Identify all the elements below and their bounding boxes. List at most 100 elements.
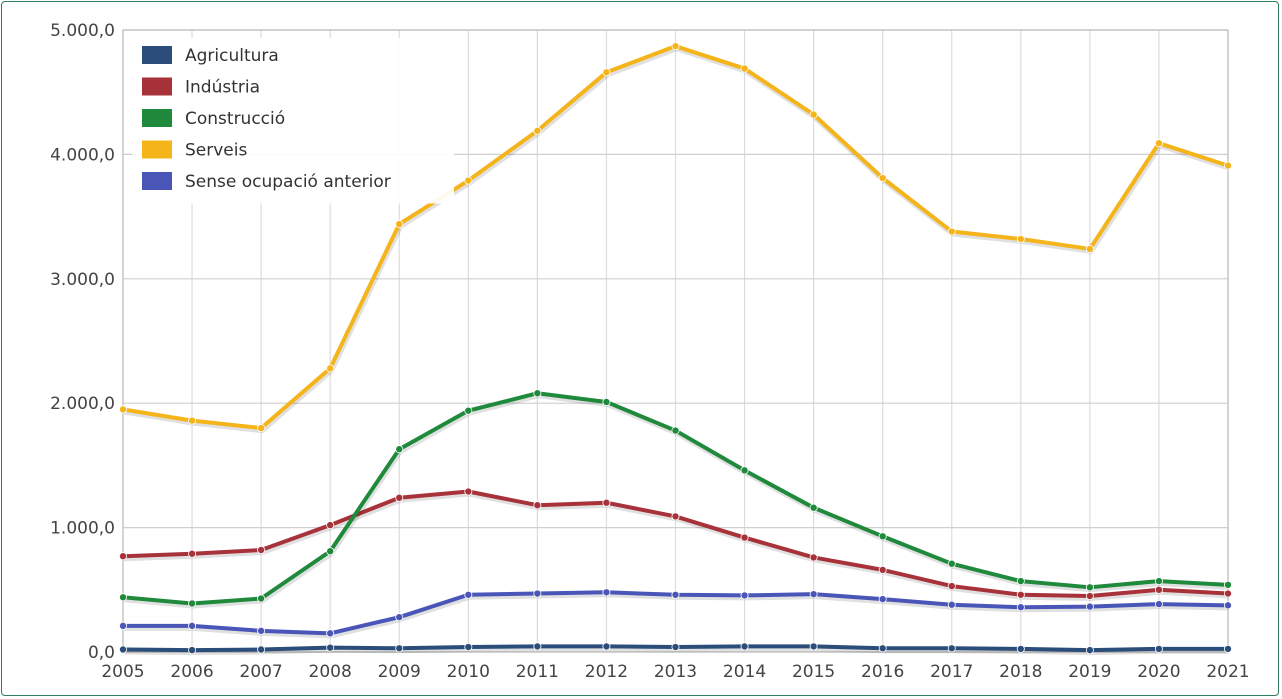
data-point bbox=[947, 582, 956, 591]
data-point bbox=[119, 621, 128, 630]
data-point bbox=[809, 503, 818, 512]
x-tick-label: 2016 bbox=[861, 662, 904, 682]
data-point bbox=[878, 644, 887, 653]
data-point bbox=[257, 594, 266, 603]
data-point bbox=[809, 553, 818, 562]
data-point bbox=[464, 590, 473, 599]
data-point bbox=[188, 621, 197, 630]
legend-swatch bbox=[142, 109, 172, 127]
x-tick-label: 2012 bbox=[585, 662, 628, 682]
data-point bbox=[878, 532, 887, 541]
data-point bbox=[1224, 601, 1233, 610]
data-point bbox=[326, 521, 335, 530]
data-point bbox=[395, 220, 404, 229]
series-0 bbox=[119, 642, 1233, 656]
plot-border bbox=[122, 29, 1229, 653]
data-point bbox=[119, 593, 128, 602]
legend-swatch bbox=[142, 140, 172, 159]
data-point bbox=[878, 595, 887, 604]
data-point bbox=[1154, 644, 1163, 653]
series-1 bbox=[119, 487, 1233, 602]
data-point bbox=[533, 501, 542, 510]
data-point bbox=[1154, 577, 1163, 586]
data-point bbox=[1224, 161, 1233, 170]
x-tick-label: 2005 bbox=[101, 662, 144, 682]
data-point bbox=[326, 547, 335, 556]
data-point bbox=[1016, 577, 1025, 586]
y-tick-label: 4.000,0 bbox=[50, 145, 115, 165]
legend-swatch bbox=[142, 46, 172, 64]
data-point bbox=[1016, 590, 1025, 599]
data-point bbox=[533, 389, 542, 398]
legend-swatch bbox=[142, 172, 172, 190]
data-point bbox=[740, 64, 749, 73]
data-point bbox=[671, 590, 680, 599]
legend: Agricultura Indústria Construcció Serveis Se… bbox=[132, 38, 454, 204]
legend-label: Sense ocupació anterior bbox=[185, 172, 391, 192]
y-tick-label: 5.000,0 bbox=[50, 21, 115, 41]
y-axis: 0,0 1.000,0 2.000,0 3.000,0 4.000,0 5.000,0 bbox=[50, 21, 115, 663]
legend-label: Construcció bbox=[185, 109, 285, 129]
data-point bbox=[947, 227, 956, 236]
x-tick-label: 2017 bbox=[930, 662, 973, 682]
data-point bbox=[1154, 139, 1163, 148]
data-point bbox=[188, 646, 197, 655]
data-point bbox=[1085, 592, 1094, 601]
data-point bbox=[1224, 580, 1233, 589]
series-2 bbox=[119, 389, 1233, 609]
data-point bbox=[947, 644, 956, 653]
data-point bbox=[533, 642, 542, 651]
data-point bbox=[671, 512, 680, 521]
data-point bbox=[740, 533, 749, 542]
data-point bbox=[602, 397, 611, 406]
data-point bbox=[1085, 583, 1094, 592]
y-tick-label: 1.000,0 bbox=[50, 519, 115, 539]
data-point bbox=[602, 68, 611, 77]
data-point bbox=[1154, 600, 1163, 609]
data-point bbox=[671, 42, 680, 51]
data-point bbox=[1224, 589, 1233, 598]
data-point bbox=[1085, 244, 1094, 253]
data-point bbox=[740, 466, 749, 475]
data-point bbox=[671, 426, 680, 435]
data-point bbox=[740, 591, 749, 600]
data-point bbox=[257, 424, 266, 433]
x-tick-label: 2020 bbox=[1137, 662, 1180, 682]
data-point bbox=[257, 545, 266, 554]
data-point bbox=[809, 110, 818, 119]
series-4 bbox=[119, 588, 1233, 639]
data-point bbox=[395, 493, 404, 502]
data-point bbox=[119, 405, 128, 414]
legend-label: Indústria bbox=[185, 78, 260, 98]
data-point bbox=[809, 590, 818, 599]
data-point bbox=[188, 416, 197, 425]
x-tick-label: 2021 bbox=[1206, 662, 1249, 682]
data-point bbox=[395, 445, 404, 454]
grid-lines bbox=[122, 29, 1229, 653]
data-point bbox=[878, 565, 887, 574]
data-point bbox=[326, 364, 335, 373]
data-point bbox=[1085, 602, 1094, 611]
data-point bbox=[533, 126, 542, 135]
data-point bbox=[257, 626, 266, 635]
y-tick-label: 2.000,0 bbox=[50, 394, 115, 414]
x-axis: 2005 2006 2007 2008 2009 2010 2011 2012 2013 2014… bbox=[101, 662, 1249, 682]
x-tick-label: 2007 bbox=[239, 662, 282, 682]
data-point bbox=[878, 174, 887, 183]
y-tick-label: 0,0 bbox=[88, 643, 115, 663]
data-point bbox=[395, 613, 404, 622]
y-tick-label: 3.000,0 bbox=[50, 270, 115, 290]
data-point bbox=[533, 589, 542, 598]
data-point bbox=[1085, 646, 1094, 655]
data-point bbox=[119, 645, 128, 654]
data-point bbox=[395, 644, 404, 653]
data-point bbox=[1016, 603, 1025, 612]
data-point bbox=[326, 643, 335, 652]
data-point bbox=[1224, 644, 1233, 653]
series-lines bbox=[119, 42, 1233, 656]
data-point bbox=[602, 642, 611, 651]
data-point bbox=[119, 552, 128, 561]
data-point bbox=[1016, 234, 1025, 243]
legend-label: Serveis bbox=[185, 141, 247, 161]
